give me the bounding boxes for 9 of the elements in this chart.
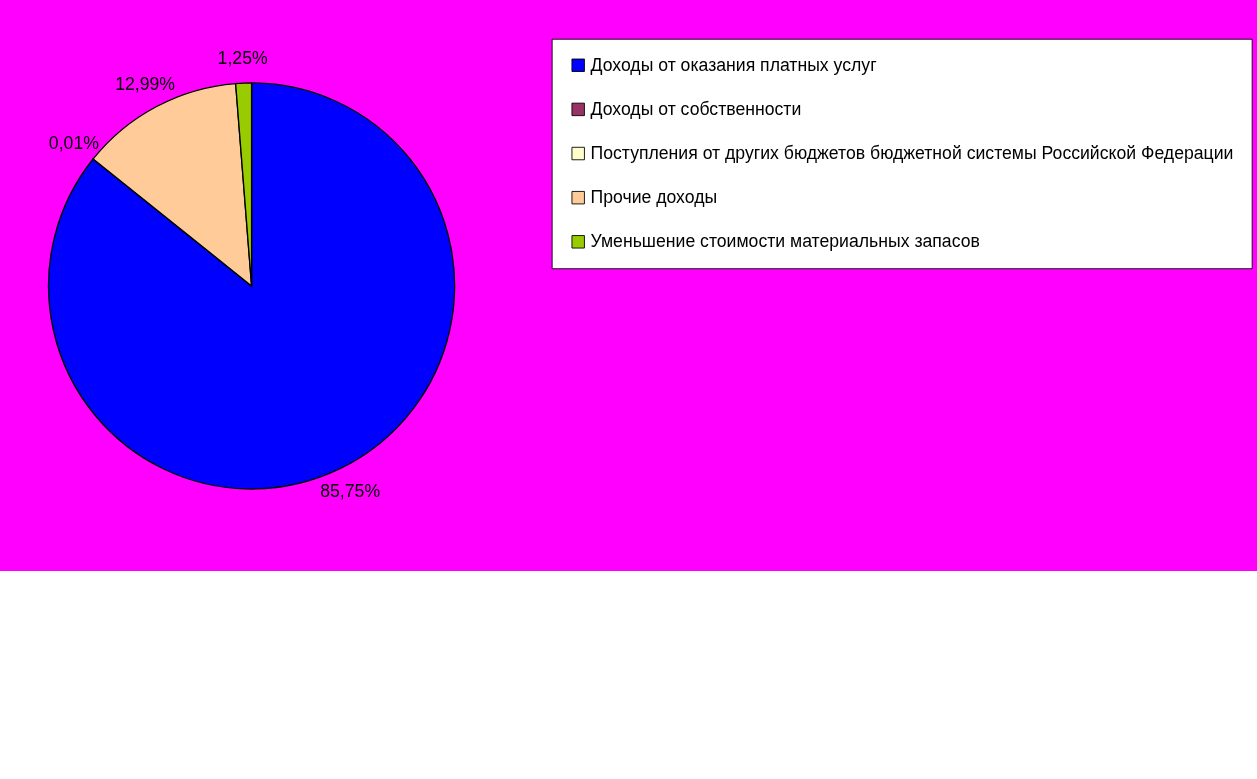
legend-label: Доходы от оказания платных услуг bbox=[590, 54, 877, 75]
legend-label: Поступления от других бюджетов бюджетной системы Российской Федерации bbox=[590, 142, 1234, 163]
legend-label: Прочие доходы bbox=[590, 186, 718, 207]
data-label: 0,01% bbox=[48, 132, 100, 153]
data-label: 85,75% bbox=[320, 480, 381, 501]
data-label: 1,25% bbox=[217, 47, 268, 68]
data-label: 12,99% bbox=[115, 73, 176, 94]
legend-label: Уменьшение стоимости материальных запасов bbox=[590, 231, 980, 252]
legend-label: Доходы от собственности bbox=[590, 98, 802, 119]
